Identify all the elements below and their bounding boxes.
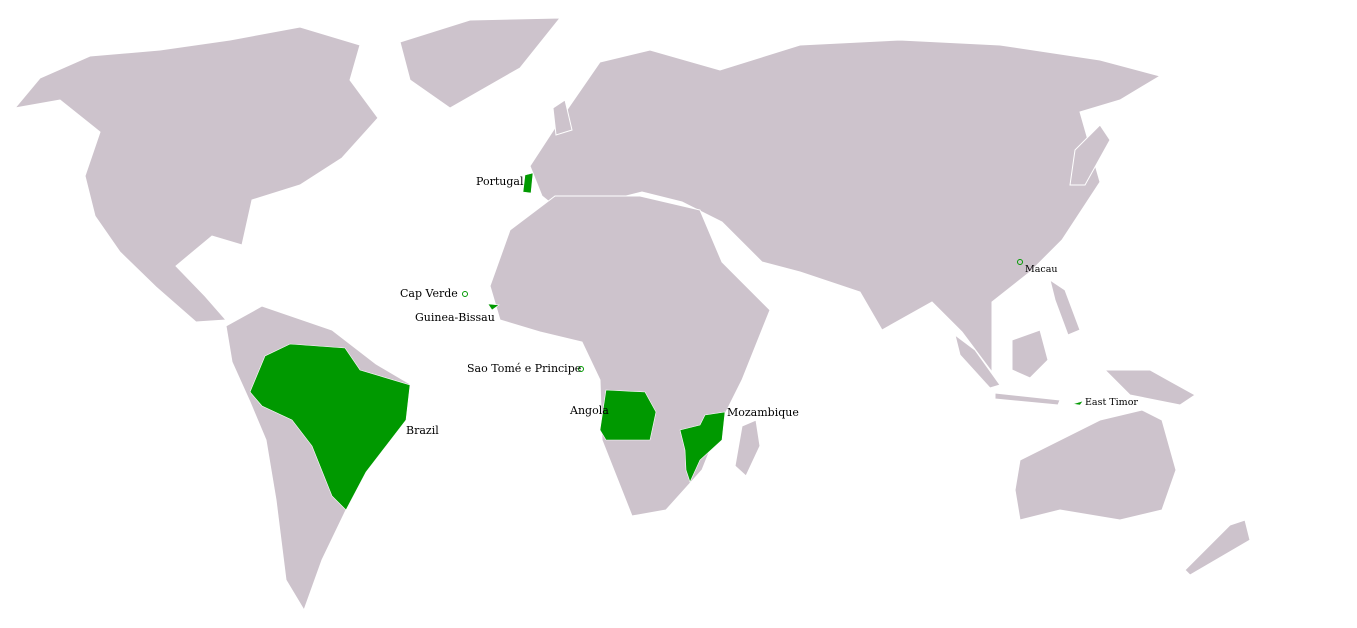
greenland xyxy=(399,17,562,109)
philippines xyxy=(1049,278,1081,336)
east-timor-shape[interactable] xyxy=(1072,400,1084,406)
guinea-bissau-shape[interactable] xyxy=(487,303,500,311)
australia xyxy=(1014,409,1177,521)
label-mozambique: Mozambique xyxy=(727,406,799,419)
new-guinea xyxy=(1103,369,1196,406)
label-cap-verde: Cap Verde xyxy=(400,287,458,300)
africa xyxy=(489,195,771,517)
sao-tome-marker[interactable] xyxy=(578,366,584,372)
macau-marker[interactable] xyxy=(1017,259,1023,265)
label-east-timor: East Timor xyxy=(1085,397,1138,408)
new-zealand xyxy=(1184,519,1251,576)
japan xyxy=(1069,124,1111,186)
brazil-shape[interactable] xyxy=(249,343,411,511)
uk xyxy=(552,99,573,136)
label-guinea-bissau: Guinea-Bissau xyxy=(415,311,495,324)
cap-verde-marker[interactable] xyxy=(462,291,468,297)
label-macau: Macau xyxy=(1025,264,1058,275)
madagascar xyxy=(734,419,761,477)
eurasia xyxy=(529,39,1162,374)
north-america xyxy=(13,26,379,323)
java xyxy=(994,392,1061,406)
mozambique-shape[interactable] xyxy=(679,411,726,483)
label-angola: Angola xyxy=(570,404,609,417)
sumatra xyxy=(954,333,1001,389)
label-brazil: Brazil xyxy=(406,424,439,437)
label-sao-tome: Sao Tomé e Principe xyxy=(467,362,582,375)
landmasses xyxy=(13,17,1251,612)
label-portugal: Portugal xyxy=(476,175,524,188)
borneo xyxy=(1011,329,1049,379)
portugal-shape[interactable] xyxy=(522,172,534,194)
angola-shape[interactable] xyxy=(599,389,657,441)
highlighted-countries xyxy=(249,172,1084,511)
